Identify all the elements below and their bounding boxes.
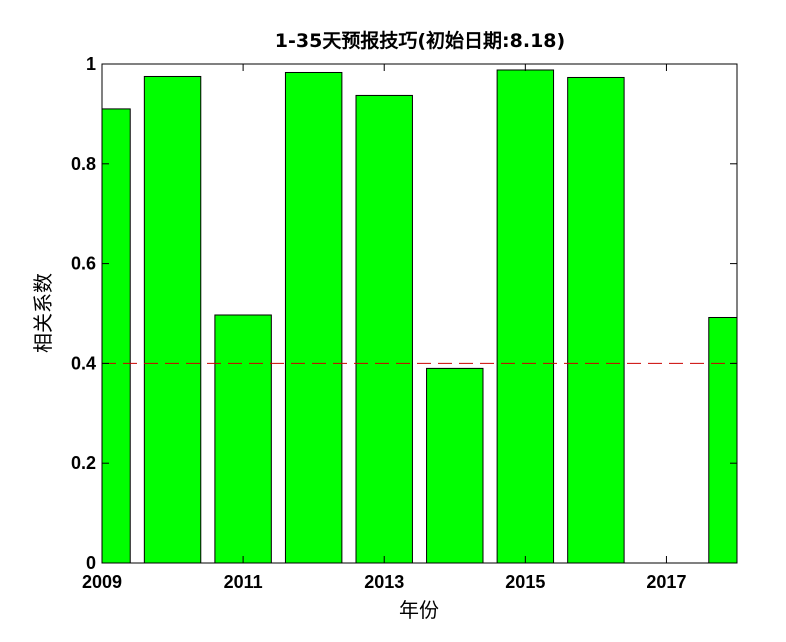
y-axis-label: 相关系数 [31,273,55,353]
y-tick-label: 0.2 [71,453,96,473]
bar-2014 [426,367,484,563]
bar-2009 [102,108,131,563]
bar-2018 [708,316,737,563]
chart-title: 1-35天预报技巧(初始日期:8.18) [275,29,565,52]
plot-frame [101,63,738,564]
y-tick-label: 0.4 [71,353,96,373]
y-tick-label: 0.6 [71,254,96,274]
bar-2015 [496,69,555,563]
x-tick-label: 2009 [82,572,122,592]
x-axis-label: 年份 [399,598,439,622]
bar-2011 [214,314,272,563]
bar-2010 [143,75,202,563]
bar-2016 [567,76,625,563]
x-tick-label: 2017 [646,572,686,592]
ticks-group: 0 0.2 0.4 0.6 0.8 1 2009 2011 2013 2015 2017 [71,54,737,592]
y-tick-label: 0 [86,553,96,573]
bar-2012 [284,71,343,563]
axes-group [101,63,738,564]
x-tick-label: 2015 [505,572,545,592]
y-tick-label: 0.8 [71,154,96,174]
x-tick-label: 2011 [224,572,263,592]
bars-group [102,69,737,563]
y-tick-label: 1 [86,54,96,74]
x-tick-label: 2013 [364,572,404,592]
bar-2013 [355,94,413,563]
